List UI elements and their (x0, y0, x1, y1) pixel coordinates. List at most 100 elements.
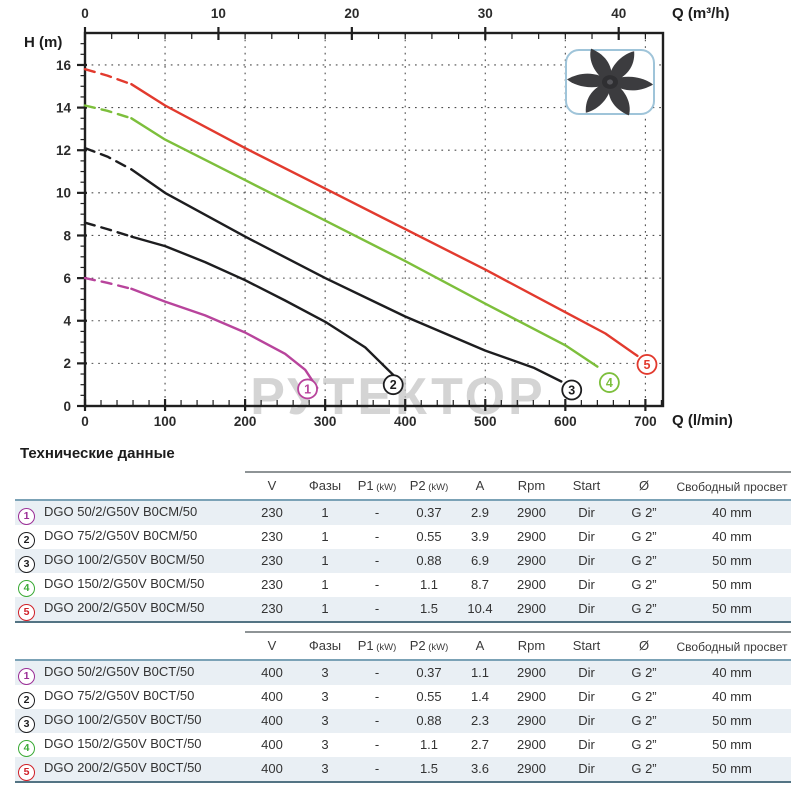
spec-tables: V Фазы P1 (kW) P2 (kW) A Rpm Start Ø Свободный п… (15, 471, 791, 783)
value-cell: 2.3 (470, 713, 490, 728)
value-cell: - (374, 665, 380, 680)
column-header: Start (558, 471, 615, 500)
x-tick-label: 0 (81, 414, 89, 429)
value-cell: 400 (261, 689, 283, 704)
curve-series-5 (83, 68, 639, 358)
value-cell: - (374, 689, 380, 704)
table-row: 2 DGO 75/2/G50V B0CT/50 400 3 - 0.55 1.4 2900 Di… (15, 685, 791, 709)
y-tick-label: 16 (56, 58, 72, 73)
curve-number-badge: 5 (18, 604, 35, 621)
curve-marker-4: 4 (598, 372, 620, 393)
table-row: 1 DGO 50/2/G50V B0CM/50 230 1 - 0.37 2.9 2900 Di… (15, 500, 791, 525)
top-tick-label: 30 (478, 6, 493, 21)
curve-number-circle (561, 379, 583, 401)
value-cell: 1.1 (470, 665, 490, 680)
model-name: DGO 50/2/G50V B0CT/50 (44, 664, 195, 679)
column-header: V (245, 631, 299, 660)
curve-number-label: 3 (568, 383, 575, 397)
value-cell: 2.9 (470, 505, 490, 520)
top-tick-label: 40 (611, 6, 626, 21)
y-tick-label: 6 (63, 271, 71, 286)
table-row: 3 DGO 100/2/G50V B0CM/50 230 1 - 0.88 6.9 2900 D… (15, 549, 791, 573)
value-cell: G 2” (631, 529, 657, 544)
curve-solid-segment (130, 235, 397, 379)
value-cell: 1.5 (419, 601, 439, 616)
value-cell: 2900 (517, 689, 546, 704)
y-tick-label: 4 (63, 314, 71, 329)
curve-dashed-segment (83, 104, 133, 120)
model-name: DGO 200/2/G50V B0CT/50 (44, 760, 202, 775)
model-name: DGO 100/2/G50V B0CT/50 (44, 712, 202, 727)
table-row: 2 DGO 75/2/G50V B0CM/50 230 1 - 0.55 3.9 2900 Di… (15, 525, 791, 549)
curve-series-2 (83, 221, 397, 379)
value-cell: - (374, 529, 380, 544)
value-cell: G 2” (631, 737, 657, 752)
model-name: DGO 200/2/G50V B0CM/50 (44, 600, 205, 615)
y-tick-label: 0 (63, 399, 71, 414)
curve-number-badge: 4 (18, 580, 35, 597)
value-cell: G 2” (631, 577, 657, 592)
column-header: A (455, 471, 505, 500)
value-cell: 2900 (517, 601, 546, 616)
value-cell: 230 (261, 601, 283, 616)
value-cell: 230 (261, 505, 283, 520)
column-header: Ø (615, 631, 673, 660)
value-cell: 0.88 (416, 553, 442, 568)
value-cell: G 2” (631, 689, 657, 704)
top-tick-label: 0 (81, 6, 89, 21)
value-cell: 40 mm (712, 665, 752, 680)
model-cell: 3 DGO 100/2/G50V B0CT/50 (15, 709, 245, 733)
value-cell: 50 mm (712, 737, 752, 752)
value-cell: G 2” (631, 553, 657, 568)
curve-number-circle (636, 354, 658, 375)
column-header: A (455, 631, 505, 660)
curve-solid-segment (130, 168, 563, 383)
value-cell: - (374, 553, 380, 568)
value-cell: 1.1 (419, 577, 439, 592)
value-cell: 3 (321, 761, 329, 776)
curve-dashed-segment (83, 146, 133, 171)
value-cell: 3 (321, 689, 329, 704)
curve-number-badge: 3 (18, 716, 35, 733)
x-tick-label: 100 (154, 414, 177, 429)
value-cell: Dir (578, 713, 595, 728)
value-cell: 2.7 (470, 737, 490, 752)
curve-marker-3: 3 (561, 379, 583, 401)
top-tick-label: 10 (211, 6, 226, 21)
model-cell: 4 DGO 150/2/G50V B0CM/50 (15, 573, 245, 597)
value-cell: 400 (261, 665, 283, 680)
value-cell: 50 mm (712, 601, 752, 616)
value-cell: Dir (578, 577, 595, 592)
performance-chart-section: РУТЕКТОР 0 100 200 300 400 500 600 700 0 10 20 30 40 0… (24, 5, 733, 429)
value-cell: Dir (578, 689, 595, 704)
value-cell: 10.4 (467, 601, 493, 616)
x-axis-bottom-label: Q (l/min) (672, 412, 733, 429)
value-cell: 1.5 (419, 761, 439, 776)
curve-number-label: 4 (606, 376, 613, 390)
column-header: Свободный просвет (673, 471, 791, 500)
table-row: 5 DGO 200/2/G50V B0CT/50 400 3 - 1.5 3.6 2900 Di… (15, 757, 791, 782)
curve-solid-segment (130, 117, 599, 368)
value-cell: 400 (261, 761, 283, 776)
curve-marker-2: 2 (382, 374, 404, 396)
x-tick-label: 300 (314, 414, 337, 429)
value-cell: 400 (261, 737, 283, 752)
value-cell: 1 (321, 577, 329, 592)
model-cell: 3 DGO 100/2/G50V B0CM/50 (15, 549, 245, 573)
curve-number-badge: 2 (18, 532, 35, 549)
value-cell: 400 (261, 713, 283, 728)
value-cell: Dir (578, 737, 595, 752)
technical-data-section: Технические данные V Фазы P1 (kW) P2 (kW) A R… (0, 445, 800, 783)
model-cell: 2 DGO 75/2/G50V B0CT/50 (15, 685, 245, 709)
value-cell: - (374, 737, 380, 752)
model-name: DGO 75/2/G50V B0CT/50 (44, 688, 195, 703)
value-cell: 50 mm (712, 553, 752, 568)
model-cell: 5 DGO 200/2/G50V B0CM/50 (15, 597, 245, 622)
value-cell: Dir (578, 665, 595, 680)
value-cell: 0.37 (416, 505, 442, 520)
curve-series-3 (83, 146, 563, 383)
x-axis-top-label: Q (m³/h) (672, 5, 730, 22)
y-tick-label: 10 (56, 186, 71, 201)
model-name: DGO 150/2/G50V B0CM/50 (44, 576, 205, 591)
